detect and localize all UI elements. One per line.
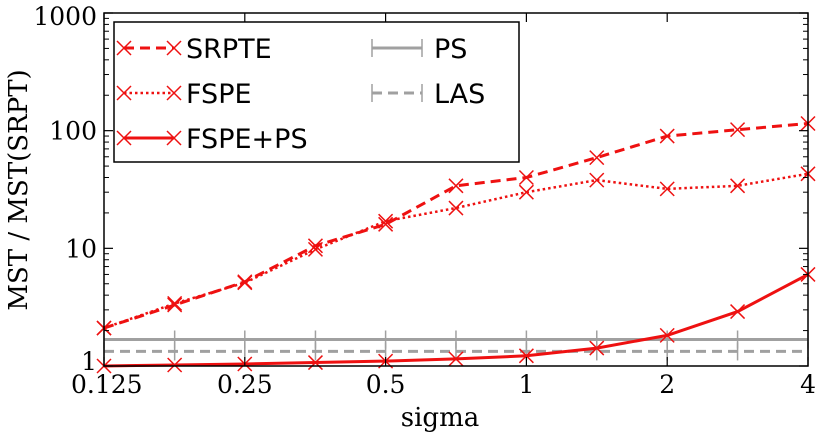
marker-fspe-3: [307, 241, 323, 257]
marker-fspe-2: [237, 275, 253, 291]
y-tick-label: 10: [65, 234, 97, 263]
legend-marker-fspe: [166, 85, 182, 101]
marker-srpte-9: [730, 122, 746, 138]
legend-marker-fspe-ps: [116, 130, 132, 146]
marker-fspe-7: [589, 172, 605, 188]
series-fspe: [96, 166, 816, 336]
legend-frame: [113, 21, 520, 163]
legend-label-las: LAS: [434, 79, 485, 110]
x-tick-label: 4: [800, 370, 816, 399]
marker-srpte-5: [448, 178, 464, 194]
x-tick-label: 2: [659, 370, 675, 399]
marker-srpte-8: [659, 128, 675, 144]
axes-layer: 0.125 0.25 0.5 1 2 4 1 10 100 1000: [33, 2, 816, 399]
legend-label-fspe: FSPE: [186, 79, 252, 110]
marker-fspe-8: [659, 181, 675, 197]
y-tick-label: 100: [49, 117, 97, 146]
legend-marker-fspe: [116, 85, 132, 101]
marker-fspe-ps-6: [518, 348, 534, 364]
y-tick-label: 1: [81, 347, 97, 376]
marker-fspe-4: [378, 213, 394, 229]
marker-srpte-4: [378, 216, 394, 232]
legend-entry-fspe-ps: FSPE+PS: [116, 124, 308, 155]
x-tick-label: 0.25: [217, 370, 273, 399]
marker-fspe-ps-5: [448, 351, 464, 367]
marker-fspe-ps-9: [730, 304, 746, 320]
marker-fspe-5: [448, 200, 464, 216]
marker-fspe-ps-3: [307, 355, 323, 371]
x-tick-label: 0.125: [71, 370, 143, 399]
x-axis-label: sigma: [401, 403, 479, 433]
x-tick-label: 0.5: [366, 370, 406, 399]
marker-fspe-ps-8: [659, 327, 675, 343]
marker-srpte-7: [589, 150, 605, 166]
legend-marker-srpte: [166, 40, 182, 56]
legend-marker-fspe-ps: [166, 130, 182, 146]
legend-entry-ps: PS: [371, 34, 467, 65]
x-tick-label: 1: [518, 370, 534, 399]
plot-frame: [103, 12, 809, 367]
marker-fspe-6: [518, 184, 534, 200]
marker-fspe-1: [167, 295, 183, 311]
legend: SRPTE FSPE FSPE+PS PS LAS: [113, 21, 520, 163]
legend-label-fspe-ps: FSPE+PS: [186, 124, 308, 155]
legend-marker-srpte: [116, 40, 132, 56]
y-tick-label: 1000: [33, 2, 97, 31]
y-axis-label: MST / MST(SRPT): [4, 69, 34, 310]
legend-label-srpte: SRPTE: [186, 34, 272, 65]
legend-entry-fspe: FSPE: [116, 79, 252, 110]
legend-entry-las: LAS: [371, 79, 485, 110]
marker-srpte-1: [167, 297, 183, 313]
marker-fspe-9: [730, 178, 746, 194]
marker-fspe-ps-7: [589, 340, 605, 356]
legend-entry-srpte: SRPTE: [116, 34, 272, 65]
legend-label-ps: PS: [434, 34, 467, 65]
series-line-fspe: [103, 172, 809, 330]
marker-fspe-ps-1: [167, 357, 183, 373]
marker-srpte-6: [518, 169, 534, 186]
